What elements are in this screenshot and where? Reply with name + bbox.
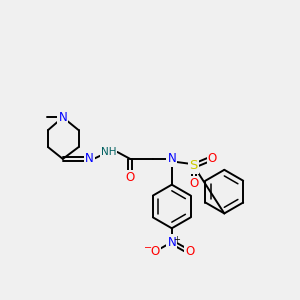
Text: S: S xyxy=(189,159,198,172)
Text: N: N xyxy=(167,152,176,165)
Text: O: O xyxy=(185,244,194,258)
Text: −: − xyxy=(144,243,152,253)
Text: N: N xyxy=(85,152,94,165)
Text: O: O xyxy=(208,152,217,165)
Text: O: O xyxy=(150,244,160,258)
Text: O: O xyxy=(126,171,135,184)
Text: NH: NH xyxy=(100,147,116,157)
Text: N: N xyxy=(167,236,176,249)
Text: O: O xyxy=(189,177,198,190)
Text: N: N xyxy=(58,111,67,124)
Text: +: + xyxy=(173,235,180,244)
